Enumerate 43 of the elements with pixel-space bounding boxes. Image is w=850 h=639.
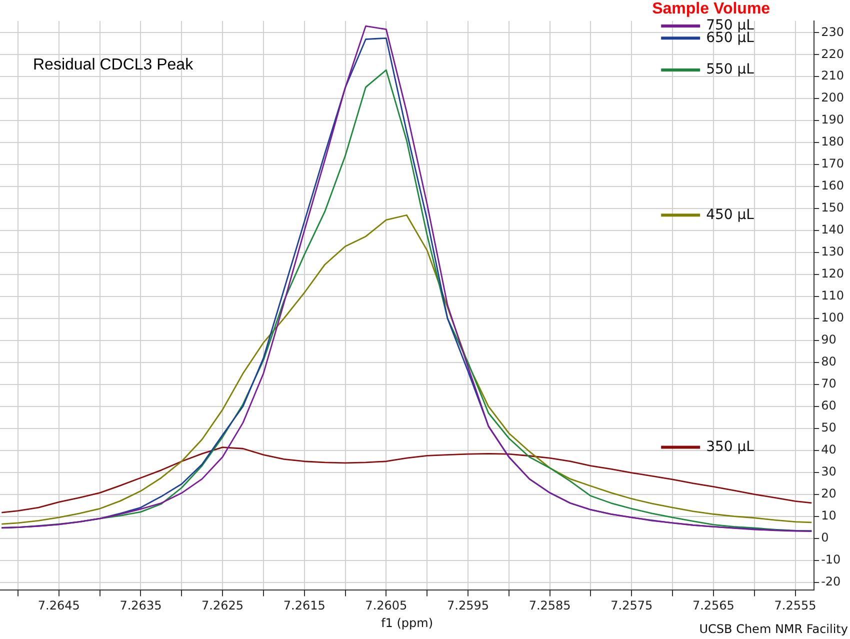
y-tick-label: 50 <box>821 420 836 435</box>
x-tick-label: 7.2645 <box>38 598 80 613</box>
x-tick-label: 7.2575 <box>610 598 653 613</box>
y-tick-label: 80 <box>821 354 836 369</box>
y-tick-label: 30 <box>821 464 836 478</box>
y-tick-label: 110 <box>821 288 844 303</box>
y-tick-label: 140 <box>821 222 844 237</box>
y-tick-label: 170 <box>821 156 844 171</box>
text: Residual CDCL3 Peak <box>33 56 194 74</box>
x-tick-label: 7.2565 <box>692 598 734 613</box>
y-tick-label: 90 <box>821 332 836 347</box>
y-tick-label: 230 <box>821 24 844 39</box>
y-tick-label: 20 <box>821 486 836 500</box>
y-tick-label: 210 <box>821 68 844 83</box>
legend-label: 350 μL <box>706 438 754 455</box>
y-tick-label: 0 <box>821 530 829 544</box>
y-tick-label: 60 <box>821 398 836 413</box>
x-tick-label: 7.2605 <box>365 598 408 613</box>
y-tick-label: -20 <box>821 574 841 588</box>
x-tick-label: 7.2635 <box>120 598 162 613</box>
x-axis-title: f1 (ppm) <box>381 616 434 630</box>
y-tick-label: 130 <box>821 244 844 259</box>
y-tick-label: 120 <box>821 266 844 281</box>
y-tick-label: 200 <box>821 90 844 105</box>
y-tick-label: 10 <box>821 508 836 522</box>
y-tick-label: 180 <box>821 134 844 149</box>
x-tick-label: 7.2615 <box>283 598 326 613</box>
y-tick-label: 160 <box>821 178 844 193</box>
legend-label: 450 μL <box>706 206 754 223</box>
x-tick-label: 7.2595 <box>447 598 490 613</box>
x-tick-label: 7.2585 <box>528 598 571 613</box>
y-tick-label: 70 <box>821 376 836 391</box>
y-tick-label: 150 <box>821 200 844 215</box>
y-tick-label: -10 <box>821 552 841 566</box>
legend-title: Sample Volume <box>652 0 770 18</box>
y-tick-label: 190 <box>821 112 844 127</box>
legend-label: 550 μL <box>706 62 754 78</box>
x-tick-label: 7.2555 <box>774 598 816 613</box>
y-tick-label: 220 <box>821 46 844 61</box>
y-tick-label: 40 <box>821 442 836 456</box>
text: UCSB Chem NMR Facility <box>699 622 848 636</box>
y-tick-label: 100 <box>821 310 844 325</box>
x-tick-label: 7.2625 <box>202 598 244 613</box>
